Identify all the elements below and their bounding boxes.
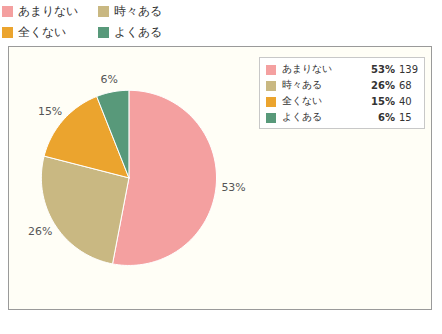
html-text:時々ある: 時々ある: [114, 4, 162, 18]
svg-text:15%: 15%: [38, 105, 62, 118]
svg-text:6%: 6%: [101, 73, 118, 86]
html-text:全くない: 全くない: [282, 95, 322, 106]
html-text:全くない: 全くない: [18, 25, 66, 39]
html-text:あまりない: あまりない: [18, 4, 78, 18]
svg-text:53%: 53%: [221, 181, 245, 194]
html-text:よくある: よくある: [282, 111, 322, 122]
html-text:よくある: よくある: [114, 25, 162, 39]
html-text:時々ある: 時々ある: [282, 79, 322, 90]
html-text:15% 40: 15% 40: [371, 95, 412, 107]
html-text:26% 68: 26% 68: [371, 79, 412, 91]
html-text:6% 15: 6% 15: [377, 111, 412, 123]
html-text:あまりない: あまりない: [282, 63, 332, 74]
html-text:53% 139: 53% 139: [371, 63, 418, 75]
svg-text:26%: 26%: [28, 225, 52, 238]
